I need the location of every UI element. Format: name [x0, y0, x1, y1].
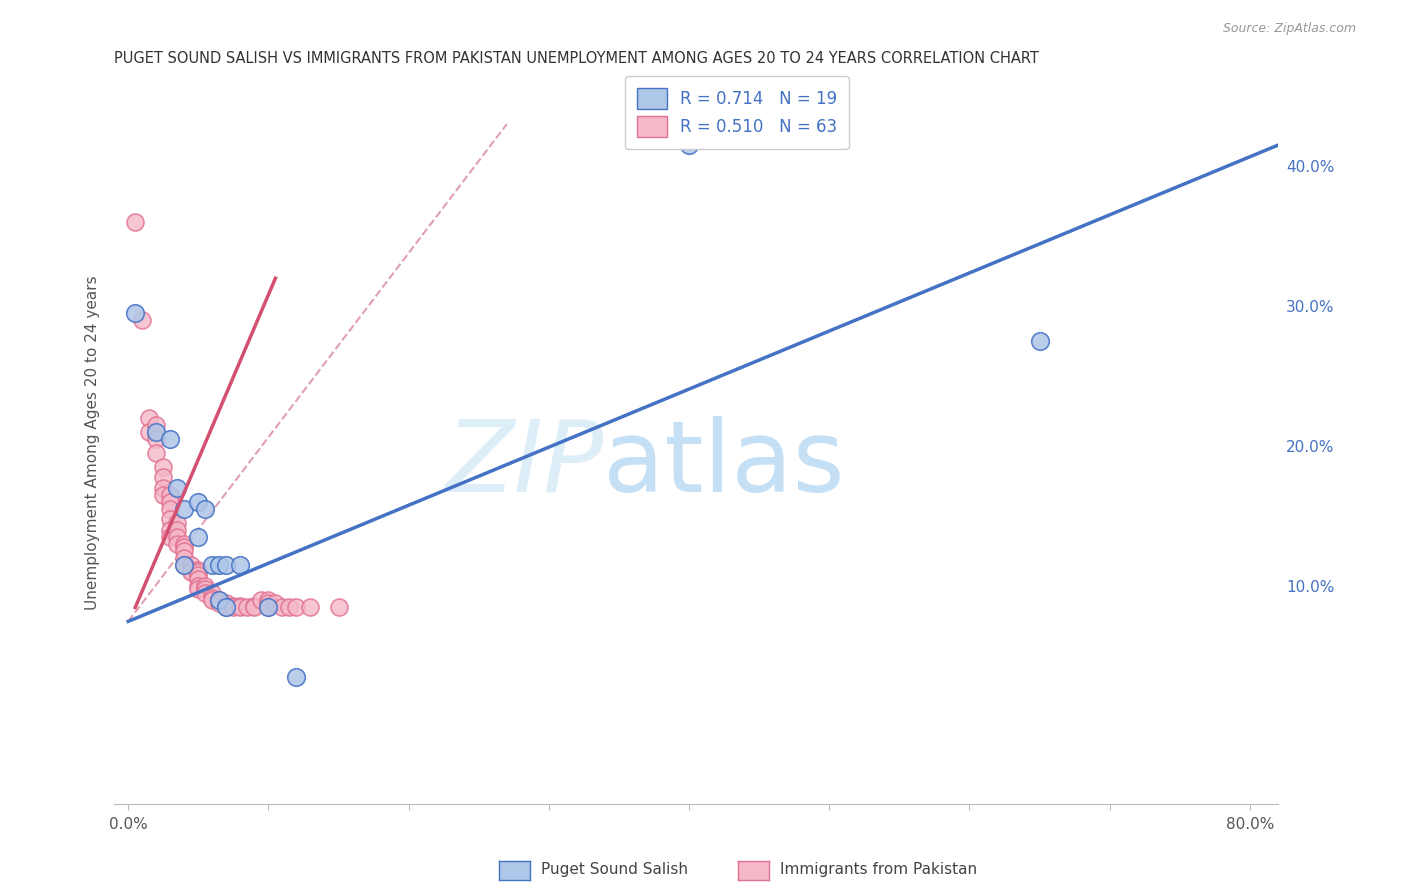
Point [159, 488, 181, 502]
Point [159, 433, 181, 447]
Point [159, 524, 181, 538]
Point [299, 600, 322, 615]
Point [285, 600, 308, 615]
Point [229, 599, 252, 613]
Point [201, 586, 224, 600]
Point [229, 558, 252, 573]
Point [180, 566, 202, 580]
Point [166, 516, 188, 531]
Point [145, 446, 167, 460]
Point [152, 460, 174, 475]
Point [208, 558, 231, 573]
Point [208, 593, 231, 607]
Point [124, 215, 146, 229]
Point [173, 540, 195, 554]
Point [243, 599, 266, 613]
Text: Source: ZipAtlas.com: Source: ZipAtlas.com [1223, 22, 1357, 36]
Point [159, 495, 181, 509]
Point [201, 591, 224, 605]
Text: atlas: atlas [603, 416, 845, 513]
Point [187, 530, 209, 544]
Point [187, 579, 209, 593]
Text: ZIP: ZIP [444, 416, 603, 513]
Y-axis label: Unemployment Among Ages 20 to 24 years: Unemployment Among Ages 20 to 24 years [86, 276, 100, 610]
Point [257, 600, 280, 615]
Point [285, 670, 308, 684]
Point [208, 593, 231, 607]
Point [138, 411, 160, 425]
Point [257, 596, 280, 610]
Point [194, 502, 217, 516]
Point [145, 418, 167, 433]
Point [257, 600, 280, 615]
Point [131, 313, 153, 327]
Point [173, 502, 195, 516]
Point [222, 599, 245, 613]
Point [257, 593, 280, 607]
Point [145, 433, 167, 447]
Point [678, 138, 700, 153]
Text: PUGET SOUND SALISH VS IMMIGRANTS FROM PAKISTAN UNEMPLOYMENT AMONG AGES 20 TO 24 : PUGET SOUND SALISH VS IMMIGRANTS FROM PA… [114, 51, 1039, 66]
Point [166, 537, 188, 551]
Point [187, 573, 209, 587]
Point [159, 530, 181, 544]
Text: Puget Sound Salish: Puget Sound Salish [541, 863, 689, 877]
Point [215, 600, 238, 615]
Point [173, 544, 195, 558]
Point [194, 582, 217, 597]
Point [201, 593, 224, 607]
Point [215, 596, 238, 610]
Point [194, 586, 217, 600]
Point [215, 558, 238, 573]
Point [173, 558, 195, 573]
Point [159, 512, 181, 526]
Point [166, 524, 188, 538]
Text: Immigrants from Pakistan: Immigrants from Pakistan [780, 863, 977, 877]
Point [187, 495, 209, 509]
Point [222, 600, 245, 615]
Point [166, 530, 188, 544]
Legend: R = 0.714   N = 19, R = 0.510   N = 63: R = 0.714 N = 19, R = 0.510 N = 63 [624, 76, 849, 149]
Point [187, 563, 209, 577]
Point [201, 558, 224, 573]
Point [194, 579, 217, 593]
Point [229, 600, 252, 615]
Point [173, 537, 195, 551]
Point [236, 600, 259, 615]
Point [264, 596, 287, 610]
Point [250, 593, 273, 607]
Point [180, 558, 202, 573]
Point [124, 306, 146, 320]
Point [173, 551, 195, 566]
Point [187, 582, 209, 597]
Point [180, 563, 202, 577]
Point [328, 600, 350, 615]
Point [278, 600, 301, 615]
Point [152, 481, 174, 495]
Point [159, 502, 181, 516]
Point [152, 470, 174, 484]
Point [215, 599, 238, 613]
Point [187, 568, 209, 582]
Point [271, 600, 294, 615]
Point [1028, 334, 1050, 349]
Point [166, 481, 188, 495]
Point [173, 558, 195, 573]
Point [215, 600, 238, 615]
Point [243, 600, 266, 615]
Point [208, 596, 231, 610]
Point [152, 488, 174, 502]
Point [138, 425, 160, 440]
Point [187, 566, 209, 580]
Point [145, 425, 167, 440]
